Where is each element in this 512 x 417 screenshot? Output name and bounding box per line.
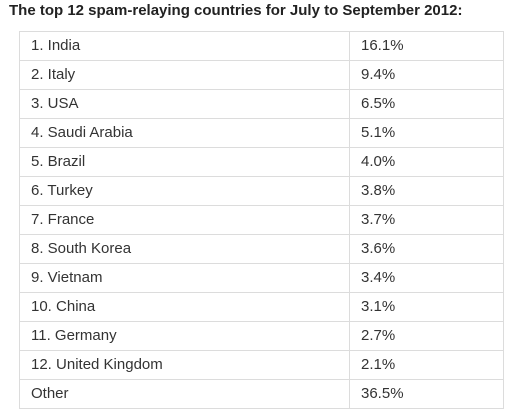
- spam-countries-table: 1. India 16.1% 2. Italy 9.4% 3. USA 6.5% 4. Sa…: [19, 31, 504, 409]
- table-row: 12. United Kingdom 2.1%: [19, 350, 504, 380]
- share-cell: 9.4%: [349, 60, 504, 90]
- country-cell: 11. Germany: [19, 321, 350, 351]
- table-title: The top 12 spam-relaying countries for J…: [9, 2, 463, 19]
- country-cell: Other: [19, 379, 350, 409]
- table-row: 6. Turkey 3.8%: [19, 176, 504, 206]
- share-cell: 4.0%: [349, 147, 504, 177]
- share-cell: 6.5%: [349, 89, 504, 119]
- country-cell: 9. Vietnam: [19, 263, 350, 293]
- share-cell: 2.1%: [349, 350, 504, 380]
- share-cell: 3.8%: [349, 176, 504, 206]
- share-cell: 16.1%: [349, 31, 504, 61]
- share-cell: 2.7%: [349, 321, 504, 351]
- table-row: 7. France 3.7%: [19, 205, 504, 235]
- country-cell: 10. China: [19, 292, 350, 322]
- country-cell: 4. Saudi Arabia: [19, 118, 350, 148]
- share-cell: 3.1%: [349, 292, 504, 322]
- table-row: 2. Italy 9.4%: [19, 60, 504, 90]
- country-cell: 2. Italy: [19, 60, 350, 90]
- country-cell: 12. United Kingdom: [19, 350, 350, 380]
- country-cell: 3. USA: [19, 89, 350, 119]
- table-row: 8. South Korea 3.6%: [19, 234, 504, 264]
- country-cell: 8. South Korea: [19, 234, 350, 264]
- share-cell: 5.1%: [349, 118, 504, 148]
- share-cell: 36.5%: [349, 379, 504, 409]
- table-row: 1. India 16.1%: [19, 31, 504, 61]
- table-row: 11. Germany 2.7%: [19, 321, 504, 351]
- share-cell: 3.7%: [349, 205, 504, 235]
- country-cell: 7. France: [19, 205, 350, 235]
- country-cell: 6. Turkey: [19, 176, 350, 206]
- country-cell: 5. Brazil: [19, 147, 350, 177]
- share-cell: 3.4%: [349, 263, 504, 293]
- table-row: 3. USA 6.5%: [19, 89, 504, 119]
- share-cell: 3.6%: [349, 234, 504, 264]
- table-row: 9. Vietnam 3.4%: [19, 263, 504, 293]
- table-row: Other 36.5%: [19, 379, 504, 409]
- table-row: 10. China 3.1%: [19, 292, 504, 322]
- country-cell: 1. India: [19, 31, 350, 61]
- table-body: 1. India 16.1% 2. Italy 9.4% 3. USA 6.5% 4. Sa…: [19, 31, 504, 409]
- table-row: 5. Brazil 4.0%: [19, 147, 504, 177]
- table-row: 4. Saudi Arabia 5.1%: [19, 118, 504, 148]
